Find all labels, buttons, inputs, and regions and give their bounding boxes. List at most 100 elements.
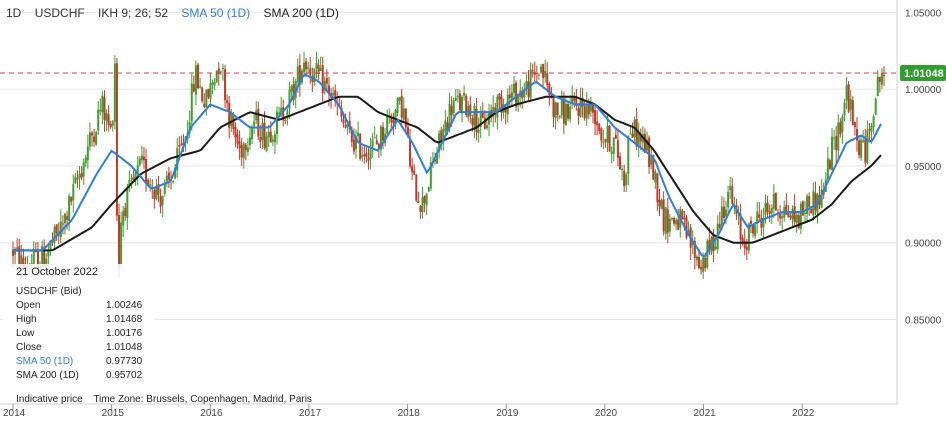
candle-body [573, 97, 576, 101]
candle-body [697, 256, 700, 269]
candle-body [749, 220, 752, 224]
candle-body [70, 196, 73, 202]
sma200-indicator-label[interactable]: SMA 200 (1D) [263, 6, 339, 20]
candle-body [90, 132, 93, 136]
candle-body [251, 127, 254, 140]
candle-body [109, 123, 112, 128]
chart-header: 1D USDCHF IKH 9; 26; 52 SMA 50 (1D) SMA … [6, 6, 349, 20]
candle-body [142, 156, 145, 161]
candle-body [652, 155, 655, 180]
candle-body [157, 183, 160, 195]
candle-body [120, 222, 123, 265]
candle-body [165, 175, 168, 182]
candle-body [124, 207, 127, 217]
sma50-indicator-label[interactable]: SMA 50 (1D) [181, 6, 251, 20]
candle-body [313, 68, 316, 82]
candle-body [490, 110, 493, 118]
candle-body [837, 122, 840, 151]
candle-body [662, 199, 665, 232]
candle-body [155, 185, 158, 200]
candle-body [377, 143, 380, 149]
candle-body [201, 87, 204, 102]
candle-body [363, 154, 366, 157]
candle-body [720, 206, 723, 226]
x-axis: 2014 2015 2016 2017 2018 2019 2020 2021 2022 [3, 404, 815, 419]
candle-body [579, 98, 582, 118]
candle-body [564, 103, 567, 125]
candle-body [213, 81, 216, 86]
candle-body [598, 124, 601, 132]
candle-body [448, 103, 451, 129]
candle-body [681, 210, 684, 220]
candle-body [188, 122, 191, 133]
candle-body [415, 174, 418, 201]
candle-body [542, 64, 545, 79]
candle-body [236, 134, 239, 144]
info-row-sma200: SMA 200 (1D) 0.95702 [16, 370, 143, 381]
candle-body [787, 213, 790, 217]
candle-body [458, 93, 461, 111]
candle-body [261, 123, 264, 140]
x-tick-label: 2016 [200, 408, 223, 419]
candle-body [567, 104, 570, 119]
candle-body [612, 137, 615, 154]
candle-body [18, 246, 21, 269]
candle-body [234, 127, 237, 138]
candle-body [870, 126, 873, 133]
candle-body [845, 85, 848, 101]
candle-body [706, 240, 709, 268]
candle-body [801, 201, 804, 216]
candle-body [510, 92, 513, 101]
x-tick-label: 2014 [3, 408, 26, 419]
candle-body [475, 108, 478, 133]
candle-body [585, 103, 588, 119]
x-tick-label: 2017 [299, 408, 322, 419]
candle-body [731, 186, 734, 205]
candle-body [309, 68, 312, 75]
candle-body [379, 126, 382, 150]
candle-body [515, 82, 518, 107]
candle-body [446, 122, 449, 132]
candle-body [319, 67, 322, 71]
candle-body [321, 65, 324, 94]
candle-body [244, 144, 247, 151]
ikh-indicator-label[interactable]: IKH 9; 26; 52 [98, 6, 169, 20]
candle-body [334, 90, 337, 101]
candle-body [795, 214, 798, 223]
timeframe-label[interactable]: 1D [6, 6, 22, 20]
symbol-label[interactable]: USDCHF [34, 6, 85, 20]
candle-body [248, 137, 251, 146]
candle-body [546, 73, 549, 86]
info-row-high: High 1.01468 [16, 314, 143, 325]
candle-body [575, 98, 578, 107]
candle-body [527, 81, 530, 97]
candle-body [770, 207, 773, 214]
candle-body [386, 116, 389, 134]
x-tick-label: 2018 [398, 408, 421, 419]
candle-body [695, 256, 698, 261]
candle-body [323, 80, 326, 92]
candle-body [675, 220, 678, 225]
candle-body [851, 100, 854, 125]
candle-body [727, 191, 730, 208]
candle-body [469, 104, 472, 117]
candle-body [367, 158, 370, 161]
candle-body [668, 218, 671, 232]
candle-body [271, 139, 274, 142]
candle-body [461, 96, 464, 114]
candle-body [159, 195, 162, 207]
candle-body [741, 237, 744, 244]
candle-body [450, 105, 453, 116]
candlesticks [12, 51, 885, 281]
candle-body [147, 180, 150, 185]
candle-body [629, 133, 632, 135]
candle-body [525, 81, 528, 89]
candle-body [66, 216, 69, 220]
candle-body [700, 266, 703, 270]
candle-body [394, 110, 397, 124]
y-tick-label: 0.85000 [905, 316, 942, 327]
candle-body [126, 187, 129, 219]
candle-body [806, 195, 809, 214]
candle-body [847, 84, 850, 112]
